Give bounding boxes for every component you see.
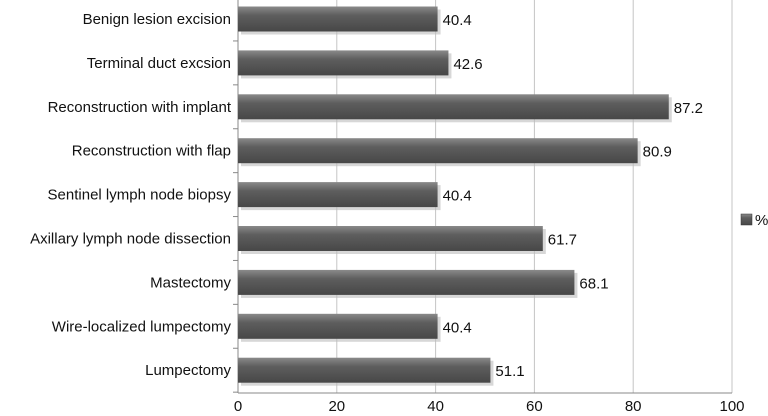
bar — [238, 313, 438, 339]
category-label: Wire-localized lumpectomy — [52, 318, 232, 335]
value-label: 40.4 — [443, 319, 472, 336]
value-label: 68.1 — [579, 275, 608, 292]
x-tick-label: 80 — [625, 398, 642, 415]
bar — [238, 138, 638, 164]
x-tick-label: 100 — [719, 398, 744, 415]
value-label: 80.9 — [643, 144, 672, 161]
category-label: Mastectomy — [150, 274, 231, 291]
value-label: 40.4 — [443, 188, 472, 205]
bar — [238, 94, 669, 120]
legend: % — [740, 212, 768, 229]
category-label: Reconstruction with implant — [48, 99, 232, 116]
value-label: 61.7 — [548, 232, 577, 249]
bar — [238, 226, 543, 251]
x-tick-label: 40 — [427, 398, 444, 415]
category-label: Terminal duct excsion — [87, 55, 231, 72]
category-label: Lumpectomy — [145, 362, 231, 379]
value-label: 87.2 — [674, 100, 703, 117]
x-tick-label: 0 — [234, 398, 242, 415]
bar — [238, 269, 575, 295]
bar — [238, 182, 438, 208]
value-label: 42.6 — [453, 56, 482, 73]
x-tick-label: 60 — [526, 398, 543, 415]
category-label: Axillary lymph node dissection — [30, 231, 231, 248]
labels: 0 20 40 60 80 100 Benign lesion excision 40.4 Te… — [30, 11, 744, 415]
legend-swatch — [740, 213, 753, 226]
category-label: Benign lesion excision — [83, 11, 231, 28]
bar — [238, 50, 449, 76]
category-label: Reconstruction with flap — [72, 143, 231, 160]
bars — [238, 6, 672, 386]
legend-label: % — [755, 212, 768, 229]
bar — [238, 6, 438, 32]
x-tick-label: 20 — [328, 398, 345, 415]
value-label: 51.1 — [495, 363, 524, 380]
value-label: 40.4 — [443, 12, 472, 29]
category-label: Sentinel lymph node biopsy — [48, 187, 232, 204]
bar — [238, 357, 491, 383]
